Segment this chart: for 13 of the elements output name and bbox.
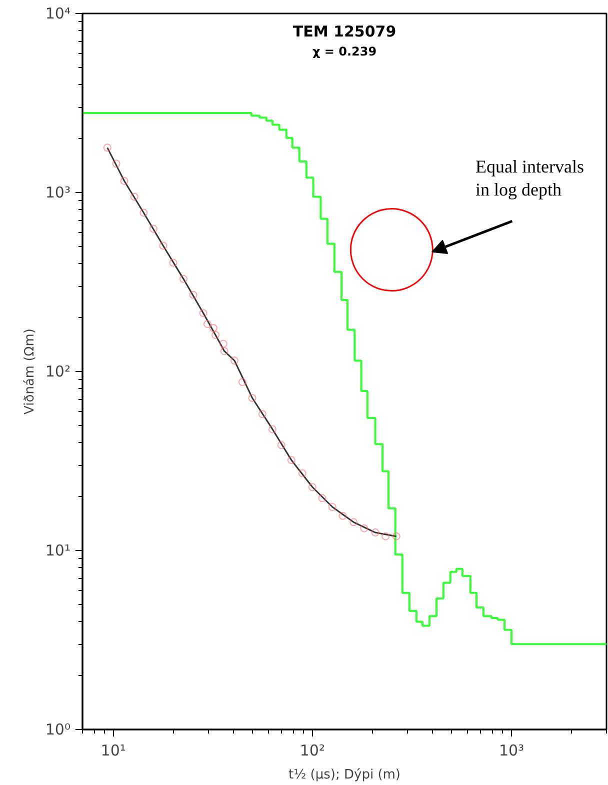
x-tick-label: 10¹ [100,742,126,760]
x-axis-title: t½ (µs); Dýpi (m) [288,768,401,782]
x-tick-label: 10³ [498,742,524,760]
y-axis-title: Viðnám (Ωm) [22,328,38,414]
text: TEM 125079 [292,22,396,40]
text: χ = 0.239 [312,44,377,58]
y-tick-label: 10² [45,362,71,380]
annotation: Equal intervals in log depth [476,156,584,200]
y-tick-label: 10¹ [45,542,71,560]
y-tick-label: 10⁰ [45,720,71,738]
x-tick-label: 10² [300,742,325,760]
y-tick-label: 10⁴ [45,4,71,22]
y-tick-label: 10³ [45,184,71,202]
